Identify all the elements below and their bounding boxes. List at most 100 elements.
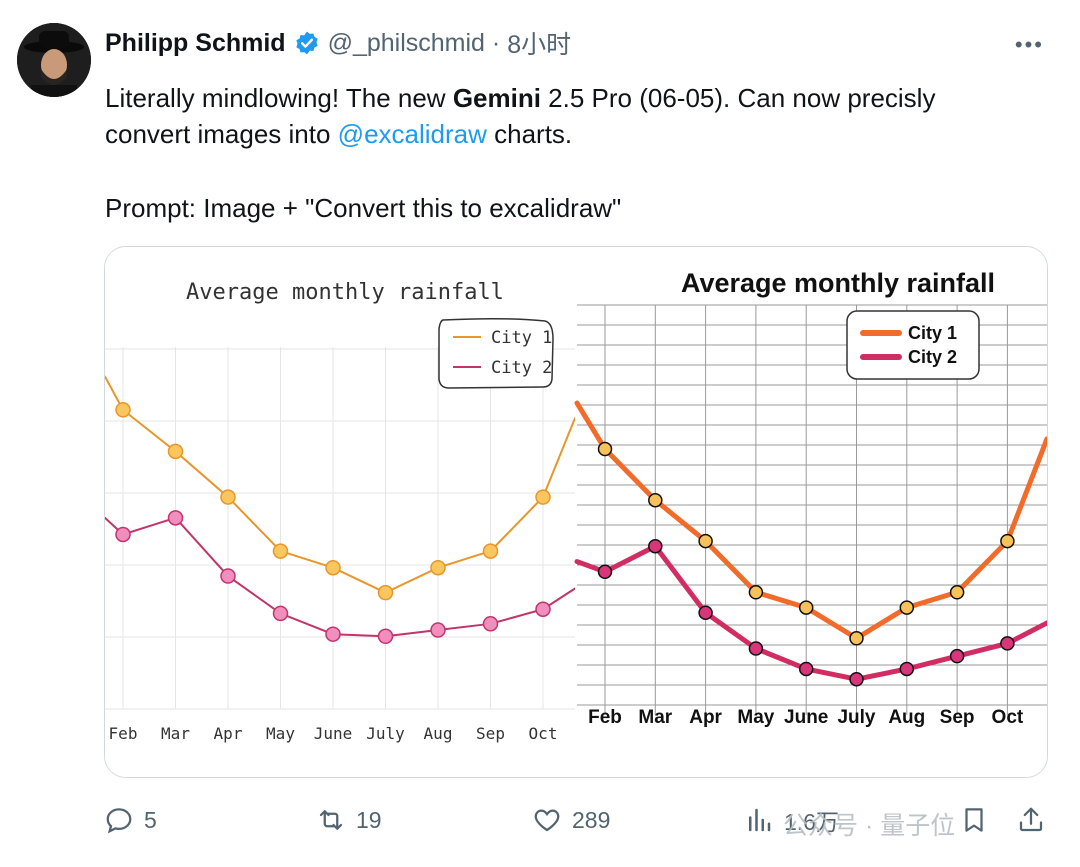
heart-icon bbox=[534, 809, 560, 832]
left-data-point bbox=[430, 559, 446, 576]
left-data-point bbox=[272, 605, 289, 622]
avatar-image bbox=[17, 23, 91, 97]
watermark: 公众号 · 量子位 bbox=[783, 806, 955, 842]
reply-count: 5 bbox=[144, 806, 157, 833]
right-data-point bbox=[698, 533, 713, 549]
watermark-text: 公众号 · 量子位 bbox=[783, 812, 956, 840]
analytics-icon bbox=[749, 808, 771, 832]
left-x-tick-label: Aug bbox=[424, 724, 453, 743]
views-button[interactable]: 1.6万 bbox=[744, 800, 839, 840]
right-x-tick-label: May bbox=[737, 707, 774, 728]
right-x-tick-label: Mar bbox=[638, 707, 672, 728]
left-chart-title: Average monthly rainfall bbox=[186, 280, 504, 305]
right-data-point bbox=[597, 564, 613, 580]
right-data-point bbox=[798, 600, 814, 615]
left-data-point bbox=[167, 443, 184, 460]
left-data-point bbox=[430, 622, 446, 638]
author-handle[interactable]: @_philschmid bbox=[327, 28, 485, 57]
right-x-tick-label: June bbox=[784, 707, 828, 728]
right-data-point bbox=[1000, 636, 1015, 651]
left-legend: City 1 City 2 bbox=[438, 317, 554, 389]
right-data-point bbox=[698, 605, 713, 620]
right-chart-title: Average monthly rainfall bbox=[681, 268, 995, 298]
bookmark-icon bbox=[965, 808, 983, 832]
retweet-button[interactable]: 19 bbox=[316, 800, 382, 840]
right-data-point bbox=[798, 661, 814, 677]
right-data-point bbox=[748, 641, 764, 656]
right-x-tick-label: Aug bbox=[888, 707, 925, 728]
separator: · bbox=[484, 28, 508, 57]
left-data-point bbox=[325, 559, 341, 576]
left-data-point bbox=[535, 601, 551, 618]
like-count: 289 bbox=[572, 806, 611, 833]
right-data-point bbox=[748, 585, 764, 600]
left-x-tick-label: May bbox=[266, 724, 295, 743]
text-segment: Literally mindlowing! The new bbox=[105, 83, 453, 113]
right-x-tick-label: Apr bbox=[689, 707, 722, 728]
right-data-point bbox=[648, 538, 663, 554]
left-data-point bbox=[220, 489, 236, 505]
left-data-point bbox=[115, 402, 131, 418]
share-icon bbox=[1019, 807, 1043, 832]
left-data-point bbox=[167, 510, 184, 526]
right-legend-city1: City 1 bbox=[908, 323, 957, 343]
left-x-tick-label: Apr bbox=[214, 724, 243, 743]
chart-comparison-image: Average monthly rainfall City 1 City 2 F… bbox=[105, 247, 1047, 777]
share-button[interactable] bbox=[1016, 800, 1046, 840]
left-legend-city2: City 2 bbox=[491, 358, 552, 378]
left-data-point bbox=[325, 626, 341, 642]
right-x-tick-label: July bbox=[837, 707, 875, 728]
left-x-tick-label: Mar bbox=[161, 724, 190, 743]
reply-icon bbox=[106, 808, 132, 834]
tweet-text: Literally mindlowing! The new Gemini 2.5… bbox=[105, 80, 1045, 226]
right-x-tick-label: Sep bbox=[940, 707, 975, 728]
like-button[interactable]: 289 bbox=[532, 800, 610, 840]
text-segment: convert images into bbox=[105, 119, 338, 149]
right-data-point bbox=[849, 631, 864, 646]
left-x-tick-label: Oct bbox=[529, 724, 558, 743]
bookmark-button[interactable] bbox=[959, 800, 989, 840]
right-x-tick-label: Feb bbox=[588, 707, 622, 728]
left-chart: Average monthly rainfall City 1 City 2 F… bbox=[105, 247, 576, 777]
right-data-point bbox=[648, 492, 663, 508]
right-data-point bbox=[899, 661, 915, 677]
author-name[interactable]: Philipp Schmid bbox=[105, 28, 286, 57]
retweet-icon bbox=[319, 810, 343, 830]
verified-badge-icon bbox=[295, 31, 318, 55]
left-x-tick-label: Feb bbox=[109, 724, 138, 743]
avatar[interactable] bbox=[17, 23, 91, 97]
left-legend-city1: City 1 bbox=[491, 328, 552, 348]
left-data-point bbox=[482, 543, 499, 559]
retweet-count: 19 bbox=[356, 806, 382, 833]
right-data-point bbox=[1000, 533, 1015, 549]
left-data-point bbox=[220, 568, 236, 584]
left-x-tick-label: July bbox=[366, 724, 405, 743]
text-segment: charts. bbox=[486, 119, 573, 149]
tweet-line-prompt: Prompt: Image + "Convert this to excalid… bbox=[105, 193, 622, 223]
left-data-point bbox=[482, 616, 499, 632]
reply-button[interactable]: 5 bbox=[104, 800, 157, 840]
more-options-icon[interactable]: ••• bbox=[1014, 32, 1044, 57]
tweet-media[interactable]: Average monthly rainfall City 1 City 2 F… bbox=[104, 246, 1048, 778]
text-segment: 2.5 Pro (06-05). Can now precisly bbox=[540, 83, 936, 113]
mention-link[interactable]: @excalidraw bbox=[337, 119, 487, 149]
timestamp[interactable]: 8小时 bbox=[507, 31, 572, 59]
tweet-line-1: Literally mindlowing! The new Gemini 2.5… bbox=[105, 80, 1045, 116]
left-x-tick-label: June bbox=[314, 724, 353, 743]
left-x-tick-label: Sep bbox=[476, 724, 505, 743]
right-data-point bbox=[899, 600, 915, 615]
right-data-point bbox=[849, 671, 864, 687]
left-data-point bbox=[377, 584, 394, 601]
left-data-point bbox=[115, 526, 131, 543]
blank-line bbox=[105, 152, 1045, 190]
tweet-actions: 5 19 289 1.6万 bbox=[104, 800, 1054, 840]
right-legend-city2: City 2 bbox=[908, 347, 957, 367]
left-data-point bbox=[272, 543, 289, 559]
right-legend: City 1 City 2 bbox=[846, 310, 980, 380]
tweet-header: Philipp Schmid @_philschmid · 8小时 bbox=[105, 26, 571, 60]
bold-text: Gemini bbox=[452, 83, 541, 113]
right-data-point bbox=[949, 648, 965, 664]
right-chart: Average monthly rainfall City 1 City 2 F… bbox=[574, 247, 1047, 777]
view-count: 1.6万 bbox=[784, 809, 839, 835]
right-data-point bbox=[597, 441, 613, 457]
